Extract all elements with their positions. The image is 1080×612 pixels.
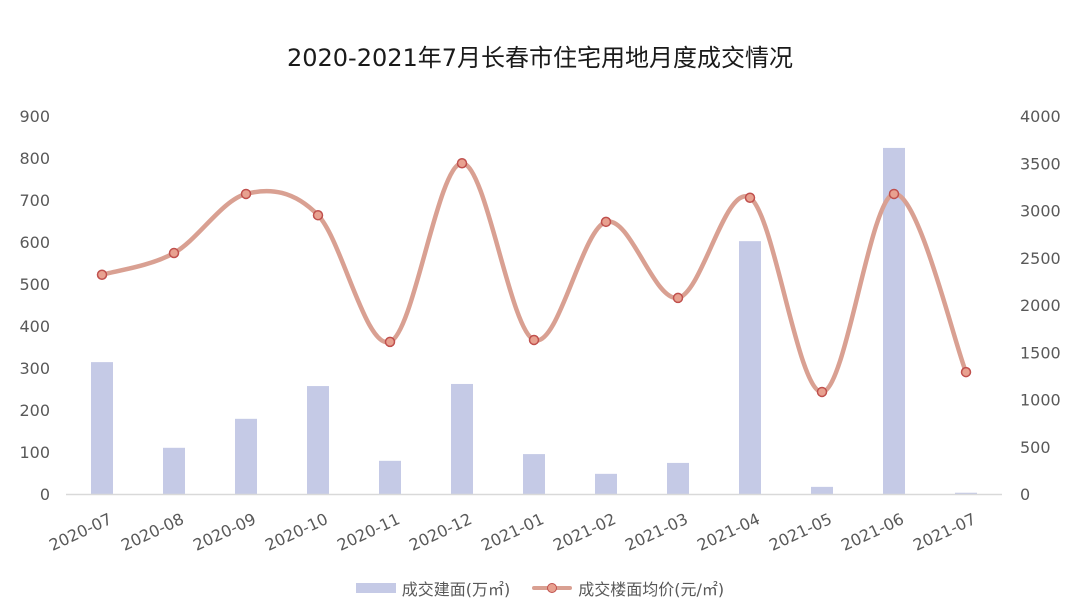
line-marker[interactable] (240, 188, 252, 200)
bar[interactable] (667, 462, 689, 494)
y-left-tick-label: 0 (40, 485, 50, 504)
x-axis: 2020-07 2020-08 2020-09 2020-10 2020-11 2020-… (46, 509, 979, 554)
x-tick-label: 2021-07 (910, 509, 979, 554)
x-tick-label: 2021-03 (622, 509, 691, 554)
y-axis-right: 0 500 1000 1500 2000 2500 3000 3500 4000 (1020, 107, 1061, 504)
bar[interactable] (811, 486, 833, 494)
line-marker[interactable] (456, 158, 468, 169)
line-marker[interactable] (528, 334, 540, 346)
price-line (99, 160, 969, 395)
x-tick-label: 2020-09 (190, 509, 259, 554)
line-marker[interactable] (672, 292, 684, 304)
bar[interactable] (451, 383, 473, 494)
y-left-tick-label: 900 (19, 107, 50, 126)
y-left-tick-label: 500 (19, 275, 50, 294)
x-tick-label: 2021-06 (838, 509, 907, 554)
line-marker[interactable] (168, 247, 180, 259)
bar-series (91, 147, 977, 495)
x-tick-label: 2020-08 (118, 509, 187, 554)
x-tick-label: 2021-04 (694, 509, 763, 554)
y-left-tick-label: 100 (19, 443, 50, 462)
bar[interactable] (955, 492, 977, 494)
bar[interactable] (163, 447, 185, 494)
y-right-tick-label: 3000 (1020, 202, 1061, 221)
x-tick-label: 2020-10 (262, 509, 331, 554)
line-marker[interactable] (888, 188, 900, 200)
x-tick-label: 2020-11 (334, 509, 403, 554)
y-right-tick-label: 0 (1020, 485, 1030, 504)
y-left-tick-label: 600 (19, 233, 50, 252)
y-left-tick-label: 200 (19, 401, 50, 420)
y-left-tick-label: 400 (19, 317, 50, 336)
x-tick-label: 2021-02 (550, 509, 619, 554)
bar[interactable] (379, 460, 401, 494)
x-tick-label: 2020-07 (46, 509, 115, 554)
y-axis-left: 0 100 200 300 400 500 600 700 800 900 (19, 107, 50, 504)
bar[interactable] (739, 241, 761, 494)
bar[interactable] (595, 473, 617, 494)
y-right-tick-label: 2500 (1020, 249, 1061, 268)
legend-item-bar[interactable]: 成交建面(万㎡) (355, 576, 511, 600)
y-right-tick-label: 3500 (1020, 154, 1061, 173)
line-marker[interactable] (600, 216, 612, 228)
line-marker[interactable] (816, 386, 828, 398)
x-tick-label: 2021-05 (766, 509, 835, 554)
y-right-tick-label: 500 (1020, 438, 1051, 457)
line-marker[interactable] (312, 209, 324, 221)
line-marker[interactable] (744, 192, 756, 203)
y-right-tick-label: 1000 (1020, 391, 1061, 410)
y-right-tick-label: 1500 (1020, 343, 1061, 362)
y-left-tick-label: 300 (19, 359, 50, 378)
line-marker[interactable] (384, 336, 396, 348)
y-left-tick-label: 700 (19, 191, 50, 210)
bar-swatch-icon (355, 583, 396, 593)
bar[interactable] (235, 418, 257, 494)
line-series (96, 158, 972, 398)
legend-item-line[interactable]: 成交楼面均价(元/㎡) (532, 576, 724, 600)
bar[interactable] (307, 386, 329, 494)
line-marker[interactable] (960, 366, 972, 378)
y-left-tick-label: 800 (19, 149, 50, 168)
x-tick-label: 2020-12 (406, 509, 475, 554)
line-marker-swatch-icon (532, 583, 573, 593)
y-right-tick-label: 4000 (1020, 107, 1061, 126)
bar[interactable] (91, 362, 113, 494)
y-right-tick-label: 2000 (1020, 296, 1061, 315)
x-tick-label: 2021-01 (478, 509, 547, 554)
line-marker[interactable] (96, 269, 108, 281)
legend: 成交建面(万㎡) 成交楼面均价(元/㎡) (0, 576, 1080, 600)
legend-line-label: 成交楼面均价(元/㎡) (578, 580, 725, 599)
legend-bar-label: 成交建面(万㎡) (401, 580, 511, 599)
bar[interactable] (883, 147, 905, 495)
bar[interactable] (523, 454, 545, 494)
chart-title: 2020-2021年7月长春市住宅用地月度成交情况 (286, 44, 794, 72)
